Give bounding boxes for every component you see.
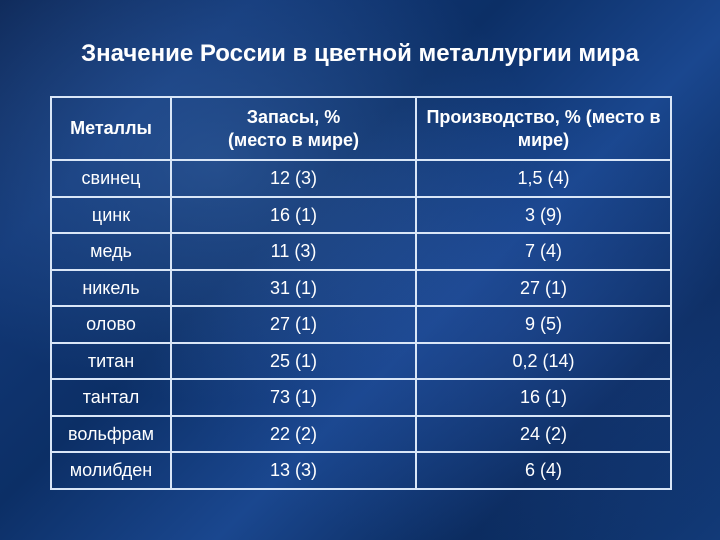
cell-production: 3 (9) [416, 197, 671, 234]
table-row: молибден 13 (3) 6 (4) [51, 452, 671, 489]
cell-reserves: 31 (1) [171, 270, 416, 307]
cell-metal: молибден [51, 452, 171, 489]
col-header-reserves-line2: (место в мире) [228, 130, 359, 150]
cell-reserves: 73 (1) [171, 379, 416, 416]
cell-metal: медь [51, 233, 171, 270]
cell-production: 7 (4) [416, 233, 671, 270]
cell-reserves: 16 (1) [171, 197, 416, 234]
slide: Значение России в цветной металлургии ми… [0, 0, 720, 540]
cell-reserves: 27 (1) [171, 306, 416, 343]
cell-production: 16 (1) [416, 379, 671, 416]
table-row: свинец 12 (3) 1,5 (4) [51, 160, 671, 197]
cell-metal: олово [51, 306, 171, 343]
cell-production: 1,5 (4) [416, 160, 671, 197]
table-row: вольфрам 22 (2) 24 (2) [51, 416, 671, 453]
col-header-reserves-line1: Запасы, % [247, 107, 341, 127]
cell-metal: свинец [51, 160, 171, 197]
cell-production: 6 (4) [416, 452, 671, 489]
table-header-row: Металлы Запасы, % (место в мире) Произво… [51, 97, 671, 160]
cell-reserves: 12 (3) [171, 160, 416, 197]
cell-metal: вольфрам [51, 416, 171, 453]
cell-reserves: 22 (2) [171, 416, 416, 453]
table-body: свинец 12 (3) 1,5 (4) цинк 16 (1) 3 (9) … [51, 160, 671, 489]
cell-reserves: 11 (3) [171, 233, 416, 270]
cell-reserves: 13 (3) [171, 452, 416, 489]
cell-metal: тантал [51, 379, 171, 416]
col-header-metals: Металлы [51, 97, 171, 160]
cell-production: 24 (2) [416, 416, 671, 453]
cell-metal: титан [51, 343, 171, 380]
col-header-reserves: Запасы, % (место в мире) [171, 97, 416, 160]
table-row: тантал 73 (1) 16 (1) [51, 379, 671, 416]
metals-table: Металлы Запасы, % (место в мире) Произво… [50, 96, 672, 490]
slide-title: Значение России в цветной металлургии ми… [50, 40, 670, 68]
table-row: олово 27 (1) 9 (5) [51, 306, 671, 343]
cell-metal: цинк [51, 197, 171, 234]
cell-production: 27 (1) [416, 270, 671, 307]
cell-production: 0,2 (14) [416, 343, 671, 380]
table-row: цинк 16 (1) 3 (9) [51, 197, 671, 234]
col-header-production: Производство, % (место в мире) [416, 97, 671, 160]
cell-metal: никель [51, 270, 171, 307]
table-row: никель 31 (1) 27 (1) [51, 270, 671, 307]
table-row: медь 11 (3) 7 (4) [51, 233, 671, 270]
cell-production: 9 (5) [416, 306, 671, 343]
table-row: титан 25 (1) 0,2 (14) [51, 343, 671, 380]
cell-reserves: 25 (1) [171, 343, 416, 380]
